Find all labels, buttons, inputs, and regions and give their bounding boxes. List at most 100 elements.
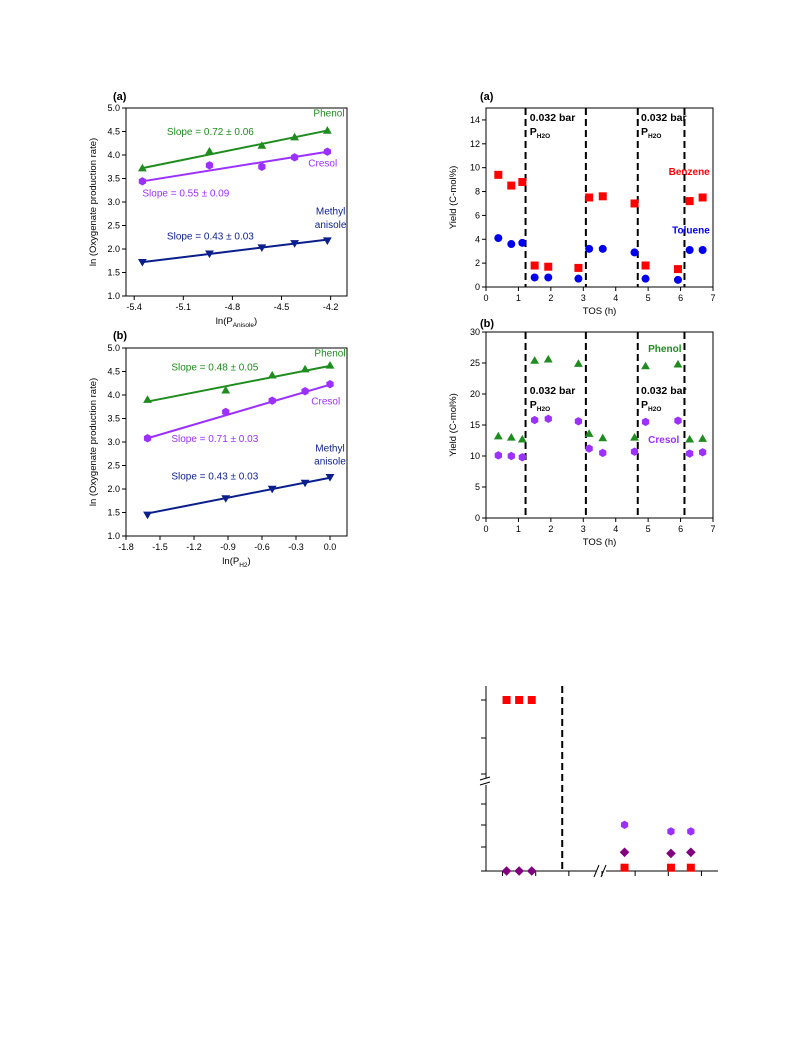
- data-point-square: [673, 265, 682, 274]
- pressure-symbol-p: P: [641, 399, 648, 411]
- x-tick-label: -4.8: [225, 302, 241, 312]
- y-tick-label: 1.0: [107, 531, 120, 541]
- data-point-hexagon: [205, 161, 214, 170]
- y-axis-label: Yield (C-mol%): [448, 166, 459, 230]
- data-point-hexagon: [323, 147, 331, 156]
- x-tick-label: 1: [516, 524, 521, 534]
- data-point-circle: [530, 273, 539, 282]
- series-annotation: Cresol: [648, 435, 679, 446]
- data-point-triangle-up: [517, 434, 527, 443]
- data-point-diamond: [514, 866, 524, 876]
- pressure-symbol-subscript: H2O: [537, 406, 550, 413]
- series-annotation: Slope = 0.71 ± 0.03: [171, 434, 258, 445]
- data-point-hexagon: [268, 396, 276, 405]
- data-point-hexagon: [531, 415, 539, 425]
- y-tick-label: 6: [475, 210, 480, 220]
- data-point-triangle-down: [143, 511, 152, 520]
- data-point-triangle-down: [205, 250, 214, 259]
- data-point-triangle-up: [574, 359, 583, 367]
- y-tick-label: 1.0: [107, 291, 120, 301]
- fit-line-hexagon: [142, 150, 328, 183]
- data-point-triangle-up: [698, 434, 708, 442]
- pressure-symbol-subscript: H2O: [648, 133, 661, 140]
- panel-label: (b): [480, 318, 494, 330]
- data-point-diamond: [501, 866, 512, 876]
- chart-right-b: 0 5 10 15 20 25 30 0 1 2 3 4 5 6 7 (b) Yield (C-mol%) TOS…: [448, 318, 716, 548]
- data-point-square: [666, 863, 675, 872]
- pressure-label: 0.032 bar: [530, 112, 576, 124]
- y-tick-label: 3.0: [107, 437, 120, 447]
- x-tick-label: 0: [483, 293, 488, 303]
- data-point-triangle-up: [598, 433, 608, 442]
- data-point-triangle-up: [322, 126, 332, 134]
- data-point-circle: [544, 273, 553, 282]
- data-point-circle: [685, 246, 694, 255]
- y-tick-label: 4.5: [107, 127, 120, 137]
- x-tick-label: -4.5: [274, 302, 290, 312]
- y-tick-label: 1.5: [107, 508, 120, 518]
- data-point-triangle-up: [630, 433, 639, 441]
- y-tick-label: 0: [475, 282, 480, 292]
- x-tick-label: 1: [516, 293, 521, 303]
- y-tick-label: 1.5: [107, 268, 120, 278]
- pressure-symbol-subscript: H2O: [648, 406, 661, 413]
- data-point-square: [685, 197, 694, 206]
- series-annotation: Slope = 0.72 ± 0.06: [167, 127, 254, 138]
- y-axis-break-mark: [479, 776, 491, 781]
- y-tick-label: 2: [475, 258, 480, 268]
- x-tick-label: 7: [710, 293, 715, 303]
- x-tick-label: 7: [710, 524, 715, 534]
- x-tick-label: -5.1: [176, 302, 192, 312]
- chart-left-b: 1.0 1.5 2.0 2.5 3.0 3.5 4.0 4.5 5.0 -1.8 -1.5 -1.2 -…: [88, 330, 348, 569]
- data-point-diamond: [619, 847, 630, 858]
- data-point-hexagon: [667, 827, 675, 836]
- series-annotation: Slope = 0.48 ± 0.05: [171, 363, 258, 374]
- data-point-triangle-up: [267, 370, 277, 379]
- pressure-label: 0.032 bar: [641, 112, 687, 124]
- chart-bottom: [479, 686, 718, 878]
- data-point-diamond: [526, 866, 537, 876]
- x-axis-label-subscript: Anisole: [233, 322, 255, 329]
- data-point-triangle-up: [221, 385, 231, 394]
- data-point-square: [598, 192, 607, 201]
- x-tick-label: -0.6: [254, 542, 270, 552]
- series-annotation: Toluene: [672, 225, 710, 236]
- x-axis-label: ln(PH2): [222, 556, 250, 569]
- data-point-hexagon: [630, 447, 639, 456]
- series-annotation: Phenol: [314, 348, 345, 359]
- pressure-label: 0.032 bar: [641, 385, 687, 397]
- x-axis-label-close: ): [248, 556, 251, 567]
- x-axis-label: TOS (h): [583, 537, 617, 548]
- data-point-hexagon: [518, 453, 526, 462]
- x-tick-label: 5: [646, 293, 651, 303]
- y-tick-label: 2.5: [107, 461, 120, 471]
- data-point-square: [502, 696, 511, 704]
- y-tick-label: 8: [475, 187, 480, 197]
- fit-line-triangle-down: [147, 476, 331, 515]
- y-tick-label: 5.0: [107, 103, 120, 113]
- x-axis-label: TOS (h): [583, 306, 617, 317]
- panel-label: (a): [480, 91, 494, 103]
- y-tick-label: 10: [470, 163, 480, 173]
- y-axis-label: ln (Oxygenate production rate): [88, 138, 99, 266]
- data-point-triangle-down: [267, 485, 277, 494]
- pressure-symbol: PH2O: [641, 126, 661, 140]
- y-tick-label: 4.0: [107, 390, 120, 400]
- data-point-square: [530, 261, 539, 270]
- data-point-circle: [585, 244, 594, 253]
- series-annotation: Slope = 0.55 ± 0.09: [142, 188, 229, 199]
- data-point-hexagon: [674, 416, 682, 425]
- data-point-diamond: [666, 848, 676, 859]
- data-point-circle: [598, 244, 607, 253]
- data-point-circle: [630, 248, 639, 257]
- data-point-square: [507, 181, 516, 190]
- data-point-triangle-up: [257, 141, 267, 149]
- panel-label: (b): [113, 330, 127, 342]
- x-tick-label: 4: [613, 524, 618, 534]
- data-point-triangle-up: [300, 364, 310, 373]
- x-axis-break-mark: [593, 864, 600, 878]
- data-point-hexagon: [585, 444, 593, 453]
- data-point-triangle-up: [143, 395, 152, 403]
- x-tick-label: -0.9: [220, 542, 236, 552]
